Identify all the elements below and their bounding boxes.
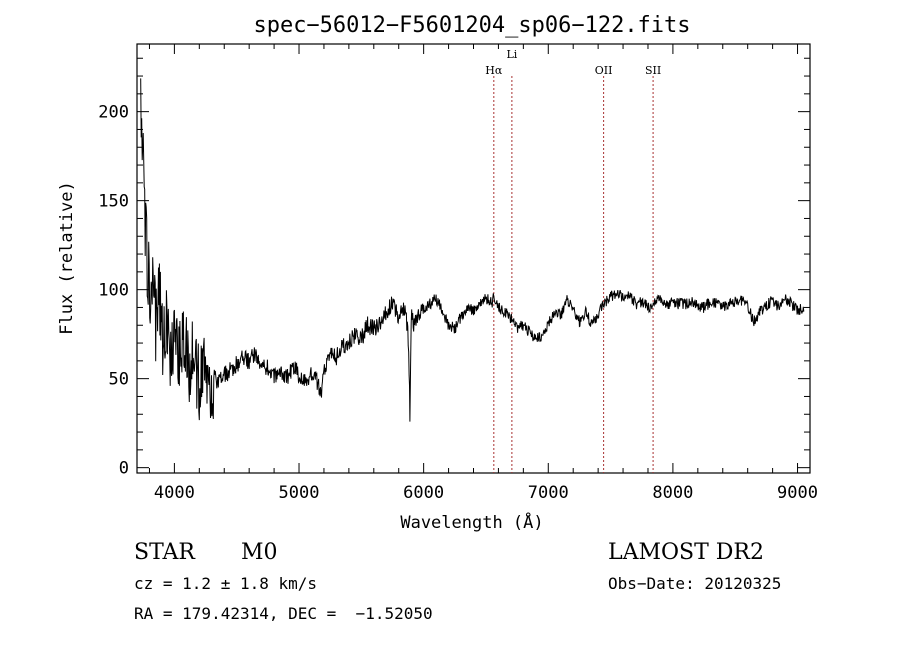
spectrum-line xyxy=(140,78,805,422)
x-tick-label: 5000 xyxy=(279,483,320,503)
y-axis-label: Flux (relative) xyxy=(57,181,77,335)
plot-frame xyxy=(136,43,811,474)
spectral-line-label: Hα xyxy=(485,64,503,77)
x-axis-ticks: 4000 5000 6000 7000 8000 9000 xyxy=(148,44,818,503)
x-tick-label: 6000 xyxy=(403,483,444,503)
x-tick-label: 4000 xyxy=(154,483,195,503)
coordinates-line: RA = 179.42314, DEC = −1.52050 xyxy=(134,604,433,623)
survey-label: LAMOST DR2 xyxy=(608,540,764,565)
spectral-line-label: SII xyxy=(645,64,661,77)
class-label: STAR xyxy=(134,540,195,565)
x-tick-label: 8000 xyxy=(652,483,693,503)
x-tick-label: 7000 xyxy=(528,483,569,503)
obs-date-line: Obs−Date: 20120325 xyxy=(608,574,782,593)
subclass-label: M0 xyxy=(241,540,278,565)
redshift-line: cz = 1.2 ± 1.8 km/s xyxy=(134,574,318,593)
y-tick-label: 200 xyxy=(98,103,129,123)
chart-title: spec−56012−F5601204_sp06−122.fits xyxy=(253,13,690,38)
x-axis-label: Wavelength (Å) xyxy=(400,511,543,533)
y-tick-label: 0 xyxy=(119,459,129,479)
y-tick-label: 100 xyxy=(98,281,129,301)
x-tick-label: 9000 xyxy=(777,483,818,503)
spectral-line-label: Li xyxy=(506,48,517,61)
spectral-line-label: OII xyxy=(595,64,613,77)
y-tick-label: 50 xyxy=(109,370,129,390)
y-axis-ticks: 0 50 100 150 200 xyxy=(98,57,810,479)
y-tick-label: 150 xyxy=(98,192,129,212)
